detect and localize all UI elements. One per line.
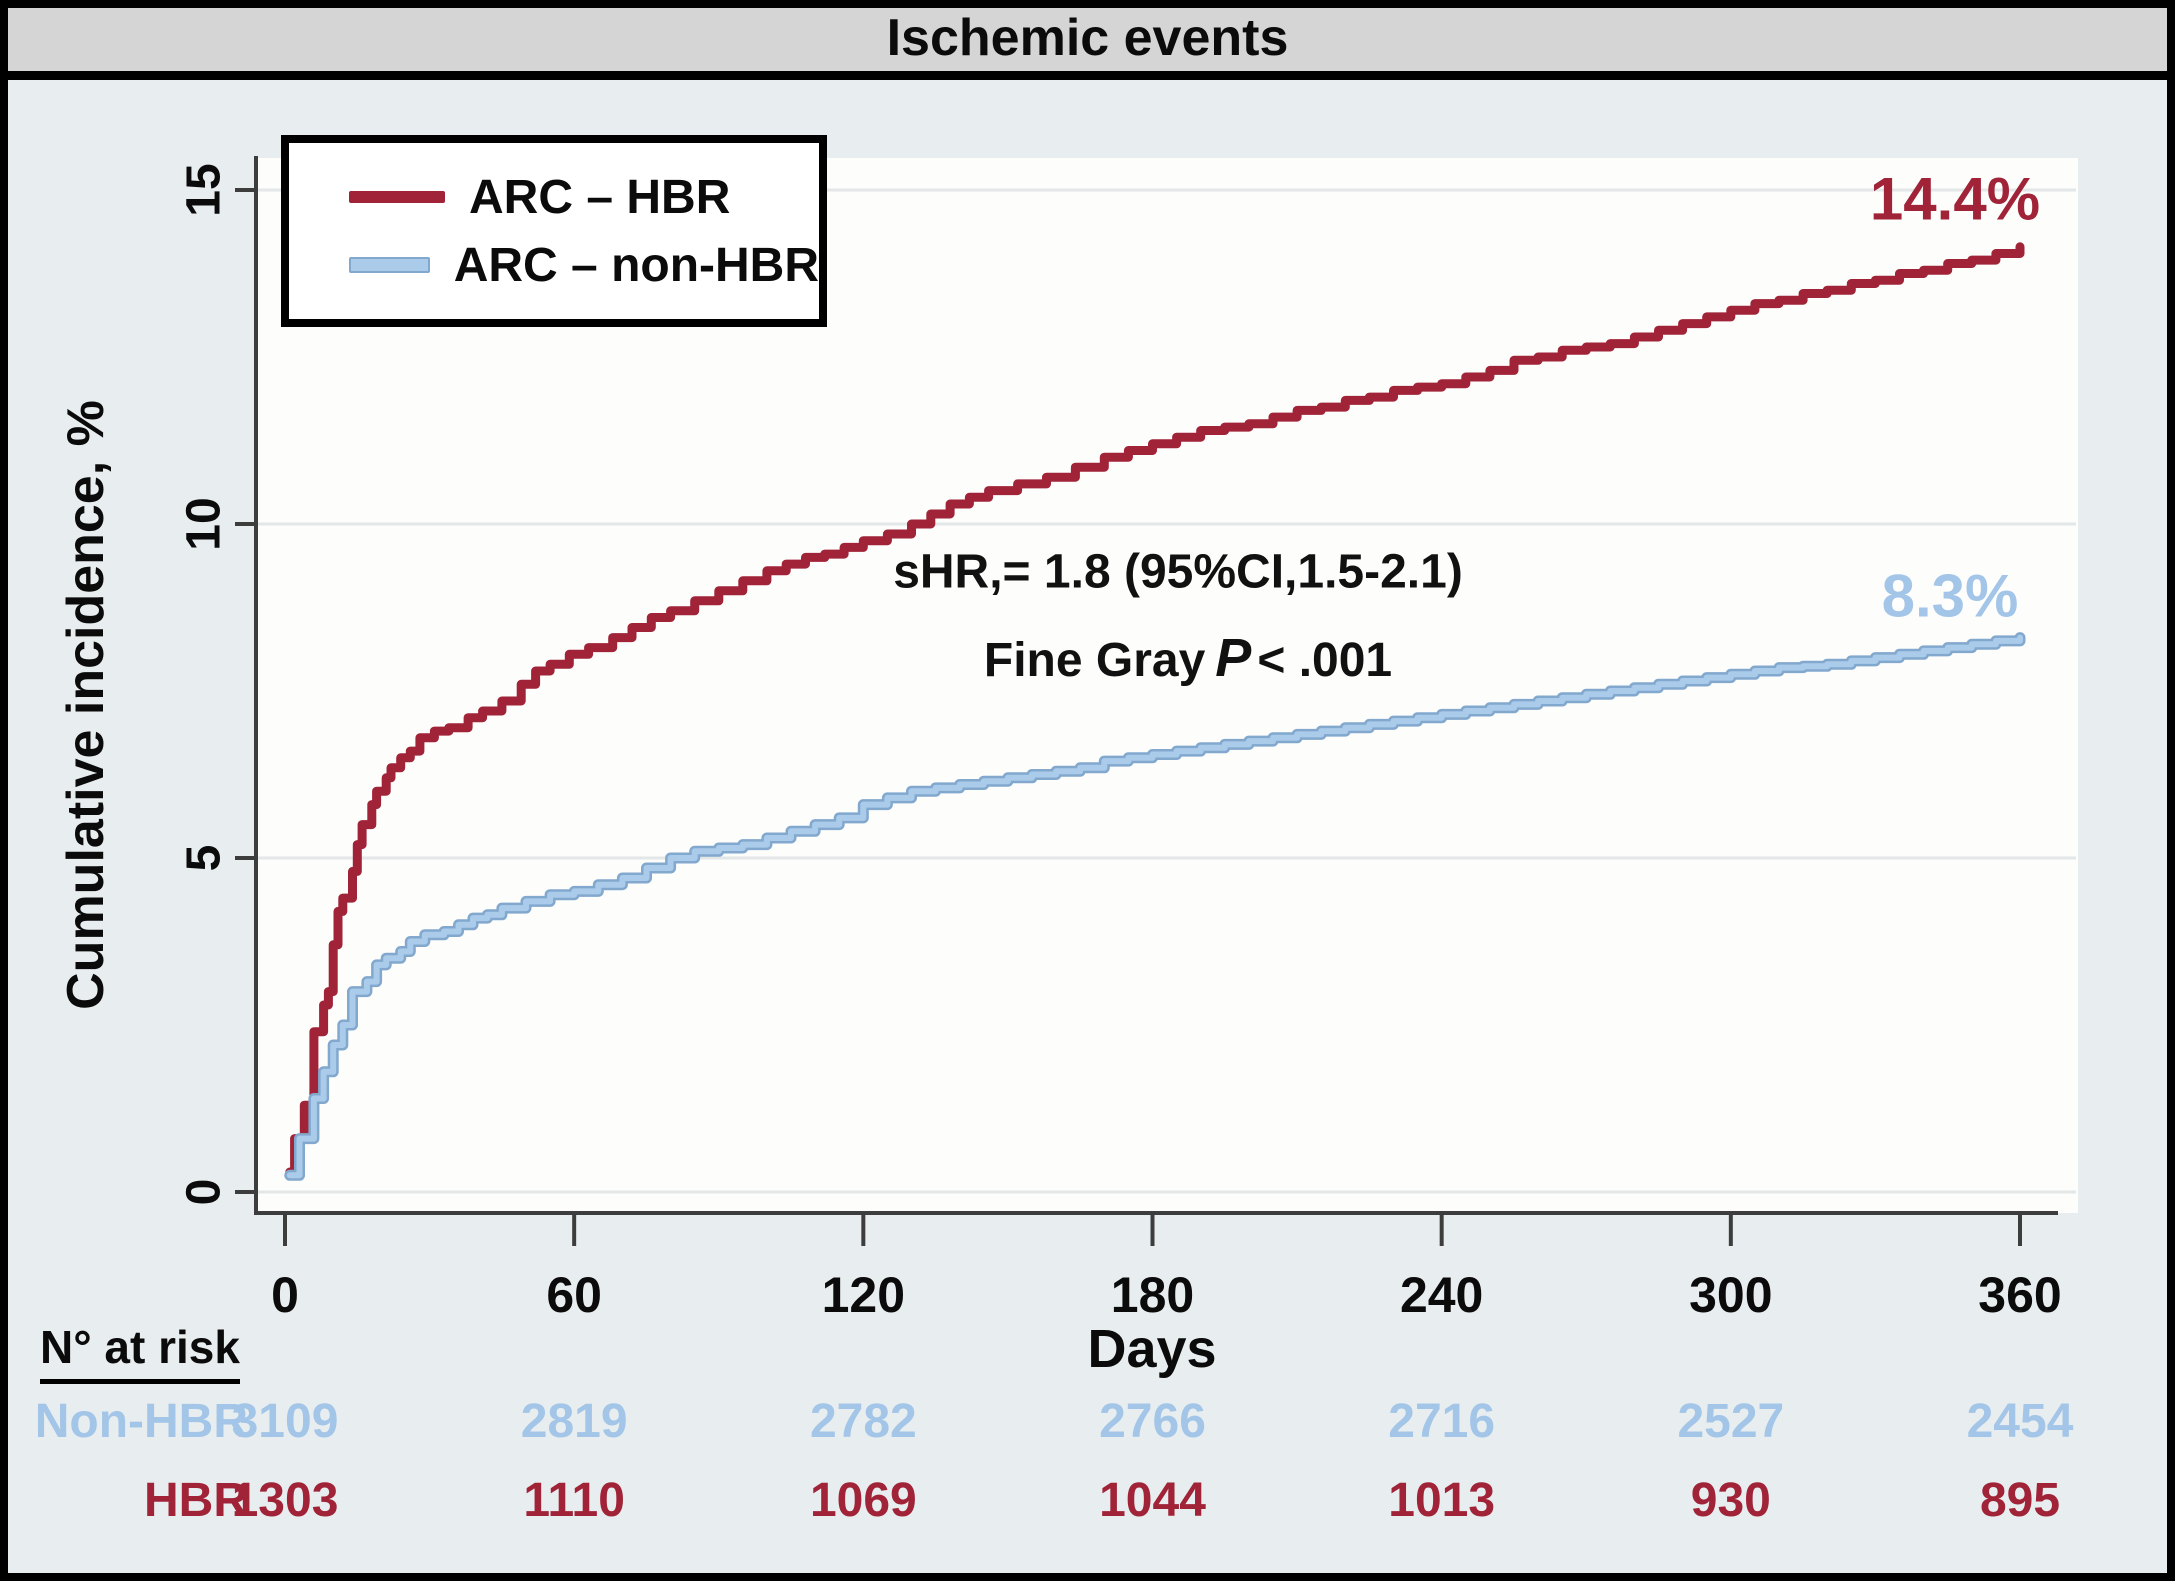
at-risk-value: 895 <box>1980 1474 2060 1527</box>
y-tick-label-15: 15 <box>178 163 231 216</box>
x-tick-label-0: 0 <box>271 1267 299 1323</box>
title-bar: Ischemic events <box>0 0 2175 80</box>
at-risk-value: 1044 <box>1099 1474 1206 1527</box>
x-tick-label-120: 120 <box>822 1267 905 1323</box>
at-risk-value: 2819 <box>521 1395 628 1448</box>
y-tick-label-10: 10 <box>178 497 231 550</box>
at-risk-value: 2454 <box>1967 1395 2074 1448</box>
end-label-hbr: 14.4% <box>1869 165 2041 233</box>
at-risk-value: 930 <box>1691 1474 1771 1527</box>
x-tick-label-60: 60 <box>546 1267 602 1323</box>
legend-swatch-arc-hbr <box>349 191 445 203</box>
annotation-fine-gray: Fine Gray P < .001 <box>984 627 1392 689</box>
at-risk-value: 1069 <box>810 1474 917 1527</box>
annotation-shr: sHR,= 1.8 (95%CI,1.5-2.1) <box>893 545 1463 599</box>
x-tick-label-240: 240 <box>1400 1267 1483 1323</box>
x-axis-title: Days <box>1087 1319 1217 1379</box>
n-at-risk-header: N° at risk <box>40 1320 240 1384</box>
end-label-non-hbr: 8.3% <box>1881 562 2019 630</box>
at-risk-row-label-Non-HBR: Non-HBR <box>35 1395 248 1448</box>
y-tick-label-5: 5 <box>178 845 231 872</box>
at-risk-value: 1110 <box>523 1474 624 1527</box>
legend-label: ARC – non-HBR <box>453 238 819 292</box>
y-tick-label-0: 0 <box>178 1179 231 1206</box>
plot-area <box>255 158 2078 1213</box>
at-risk-row-label-HBR: HBR <box>144 1474 248 1527</box>
legend-item-arc-non-hbr: ARC – non-HBR <box>349 236 819 294</box>
x-tick-label-180: 180 <box>1111 1267 1194 1323</box>
at-risk-value: 2527 <box>1677 1395 1784 1448</box>
at-risk-value: 3109 <box>232 1395 339 1448</box>
series-arc-hbr <box>285 242 2025 1177</box>
x-tick-label-360: 360 <box>1978 1267 2061 1323</box>
legend-item-arc-hbr: ARC – HBR <box>349 168 819 226</box>
at-risk-value: 2716 <box>1388 1395 1495 1448</box>
at-risk-value: 2782 <box>810 1395 917 1448</box>
x-tick-label-300: 300 <box>1689 1267 1772 1323</box>
legend-label: ARC – HBR <box>469 170 731 224</box>
annotation-p-value: < .001 <box>1257 634 1393 687</box>
legend: ARC – HBR ARC – non-HBR <box>281 135 827 327</box>
series-arc-non-hbr <box>286 634 2023 1179</box>
at-risk-value: 1013 <box>1388 1474 1495 1527</box>
annotation-fine-gray-prefix: Fine Gray <box>983 634 1206 687</box>
at-risk-value: 1303 <box>232 1474 339 1527</box>
annotation-p-italic: P <box>1215 628 1252 688</box>
legend-swatch-arc-non-hbr <box>349 257 430 273</box>
at-risk-value: 2766 <box>1099 1395 1206 1448</box>
y-axis-title: Cumulative incidence, % <box>57 400 115 1010</box>
chart-title: Ischemic events <box>886 8 1289 67</box>
